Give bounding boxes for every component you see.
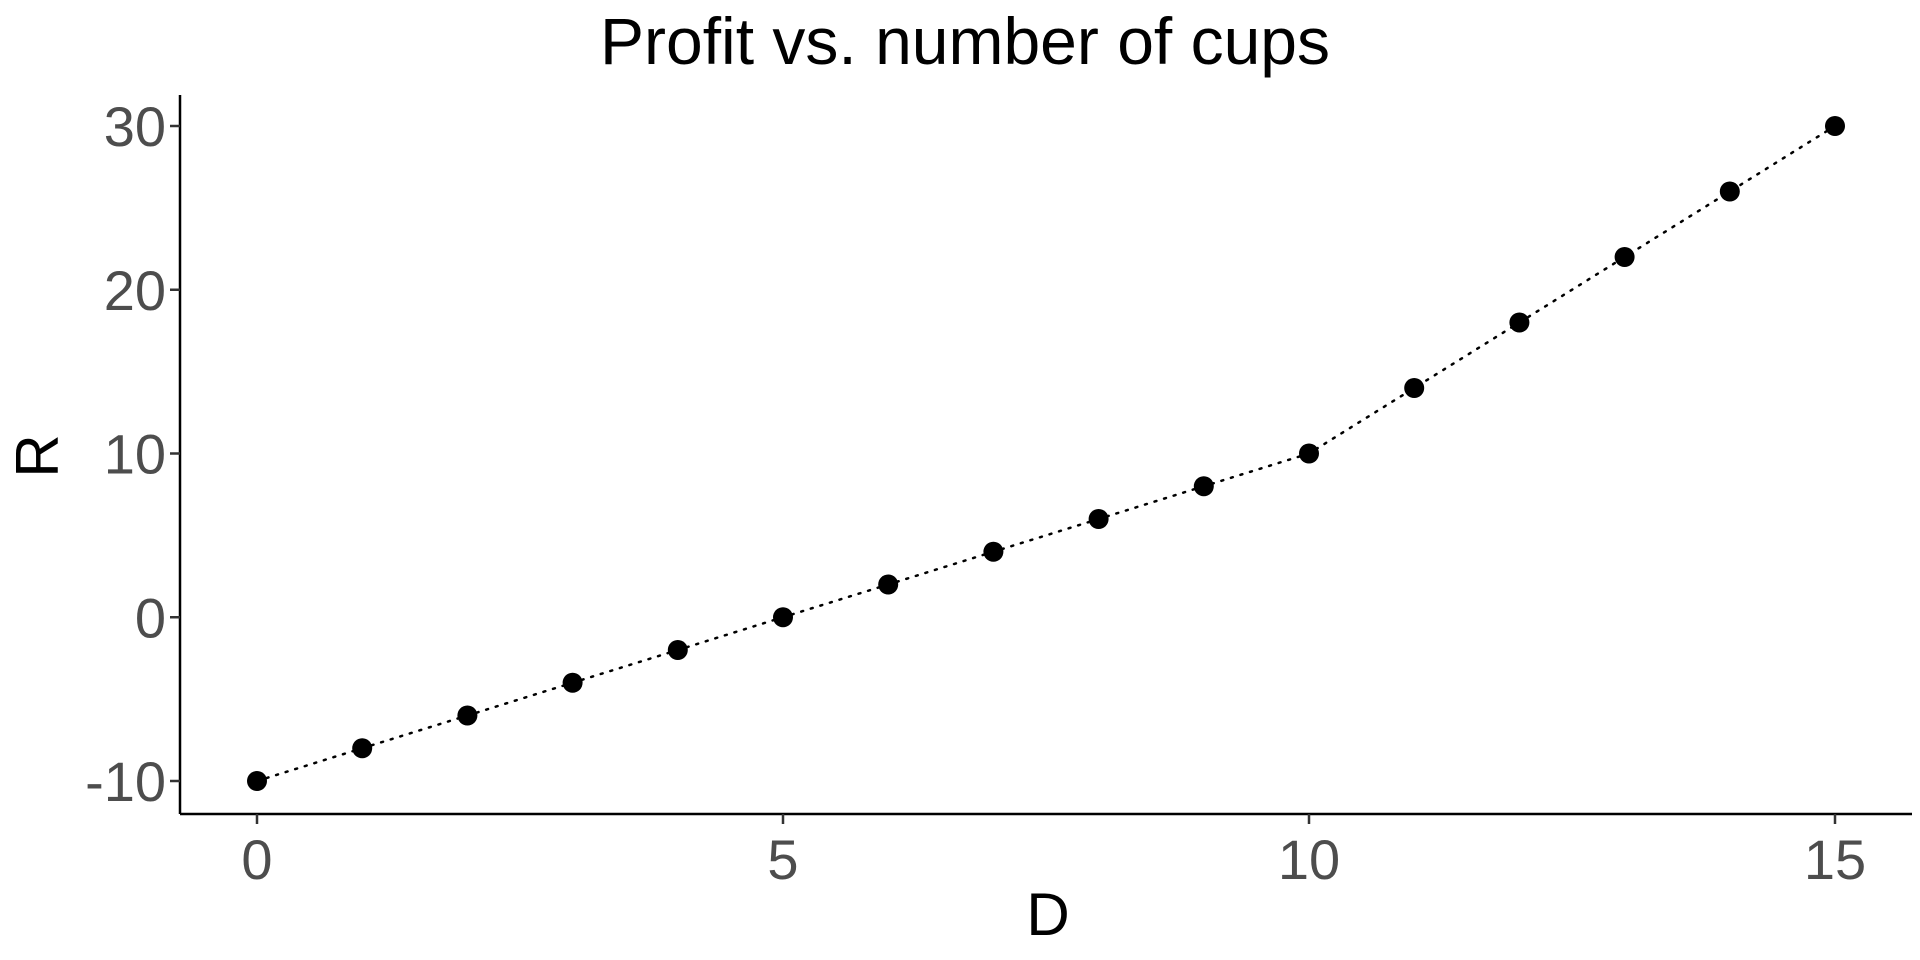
y-tick-label: 20: [104, 259, 166, 322]
data-point: [1404, 378, 1425, 398]
chart-title: Profit vs. number of cups: [600, 4, 1330, 78]
data-point: [667, 640, 688, 660]
data-point: [1719, 181, 1740, 202]
data-point: [773, 607, 793, 628]
y-axis-title: R: [4, 434, 71, 477]
data-point: [878, 574, 899, 595]
y-tick-label: 0: [135, 586, 166, 649]
data-point: [352, 738, 373, 759]
x-tick-label: 5: [767, 828, 798, 891]
x-tick-label: 10: [1278, 828, 1340, 891]
y-tick-label: -10: [85, 750, 166, 813]
x-tick-label: 0: [241, 828, 272, 891]
x-axis-title: D: [1026, 881, 1069, 948]
data-point: [983, 541, 1004, 562]
data-point: [1509, 312, 1530, 333]
data-point: [1193, 476, 1214, 497]
data-point: [1825, 116, 1845, 136]
y-tick-label: 10: [104, 423, 166, 486]
data-series: [247, 116, 1845, 791]
data-point: [1299, 443, 1319, 464]
data-point: [562, 672, 583, 693]
data-point: [457, 705, 478, 726]
y-tick-label: 30: [104, 95, 166, 158]
data-point: [1088, 509, 1109, 529]
axes: 0 5 10 15 -10 0 10 20 30: [85, 95, 1912, 891]
series-line: [255, 124, 1837, 783]
x-tick-label: 15: [1804, 828, 1866, 891]
data-point: [247, 771, 267, 791]
data-point: [1614, 247, 1635, 267]
